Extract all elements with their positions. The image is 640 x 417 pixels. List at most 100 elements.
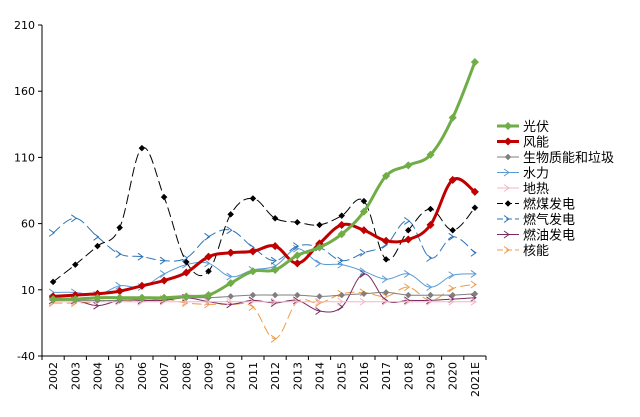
y-tick-label: -40 — [17, 350, 35, 363]
data-point — [159, 270, 166, 278]
data-point — [404, 235, 413, 244]
x-tick-label: 2020 — [447, 362, 460, 390]
legend-marker — [503, 168, 510, 177]
data-point — [138, 144, 146, 152]
data-point — [404, 297, 411, 306]
data-point — [226, 297, 233, 306]
x-tick-label: 2004 — [92, 362, 105, 390]
data-point — [159, 256, 166, 265]
legend-item: 风能 — [497, 136, 549, 151]
data-point — [404, 270, 411, 278]
data-point — [315, 259, 322, 268]
data-point — [293, 242, 300, 251]
data-point — [315, 297, 322, 306]
data-point — [226, 226, 233, 235]
data-point — [116, 224, 124, 231]
data-point — [426, 254, 433, 262]
data-point — [359, 226, 369, 235]
data-point — [471, 290, 479, 298]
data-point — [204, 297, 211, 306]
data-point — [271, 214, 279, 222]
legend-label: 光伏 — [523, 120, 549, 135]
data-point — [248, 297, 255, 306]
series-0 — [48, 57, 480, 304]
data-point — [471, 204, 479, 212]
x-tick-label: 2002 — [47, 362, 60, 390]
series-line — [52, 217, 476, 262]
data-point — [270, 334, 277, 343]
data-point — [248, 247, 258, 256]
legend-label: 燃气发电 — [523, 212, 575, 228]
series-line — [51, 60, 477, 301]
legend-marker — [503, 215, 510, 223]
data-point — [182, 292, 191, 301]
data-point — [137, 281, 147, 290]
data-point — [227, 293, 235, 300]
data-point — [270, 299, 277, 307]
data-point — [182, 258, 190, 266]
data-point — [71, 261, 79, 268]
data-point — [338, 212, 346, 220]
data-point — [48, 228, 55, 237]
y-tick-label: 160 — [14, 85, 35, 98]
data-point — [93, 293, 102, 302]
data-point — [426, 283, 433, 292]
data-point — [449, 226, 457, 234]
legend-label: 风能 — [523, 136, 549, 151]
data-point — [49, 278, 57, 286]
data-point — [404, 161, 413, 170]
data-point — [404, 226, 412, 234]
data-point — [338, 291, 346, 299]
data-point — [249, 291, 257, 299]
legend-item: 燃油发电 — [497, 228, 575, 244]
x-tick-label: 2017 — [380, 362, 393, 390]
data-point — [359, 297, 366, 306]
data-point — [359, 207, 369, 216]
legend-item: 燃气发电 — [497, 212, 575, 228]
x-tick-label: 2010 — [225, 362, 238, 390]
data-point — [270, 265, 280, 275]
data-point — [249, 195, 257, 202]
data-point — [337, 297, 344, 306]
data-point — [248, 303, 255, 311]
data-point — [426, 150, 435, 159]
series-line — [52, 147, 476, 283]
data-point — [381, 297, 388, 306]
data-point — [293, 291, 301, 299]
x-tick-label: 2009 — [203, 362, 216, 390]
data-point — [204, 259, 211, 268]
data-point — [448, 297, 455, 306]
x-tick-label: 2005 — [114, 362, 127, 390]
data-point — [160, 193, 168, 201]
data-point — [404, 296, 411, 305]
data-point — [381, 236, 391, 245]
x-tick-label: 2016 — [358, 362, 371, 390]
data-point — [316, 293, 323, 300]
data-point — [404, 283, 411, 292]
legend-item: 地热 — [497, 182, 549, 197]
data-point — [293, 296, 300, 305]
x-tick-label: 2006 — [136, 362, 149, 390]
data-point — [448, 232, 455, 241]
legend-marker — [503, 246, 510, 254]
series-1 — [48, 175, 480, 301]
data-point — [205, 267, 212, 275]
data-point — [71, 294, 80, 304]
series-5 — [49, 144, 479, 286]
data-point — [71, 214, 78, 223]
data-point — [137, 293, 147, 302]
data-point — [448, 175, 457, 185]
data-point — [381, 296, 388, 305]
x-tick-label: 2015 — [336, 362, 349, 390]
data-point — [93, 232, 100, 241]
y-axis-ticks: -40 10 60 110 160 210 — [14, 19, 42, 363]
legend-label: 生物质能和垃圾 — [523, 151, 614, 166]
data-point — [382, 289, 390, 296]
x-tick-label: 2003 — [69, 362, 82, 390]
data-point — [360, 197, 368, 205]
legend-item: 燃煤发电 — [497, 197, 575, 213]
y-tick-label: 110 — [14, 151, 35, 164]
data-point — [293, 251, 302, 260]
data-point — [337, 230, 346, 239]
